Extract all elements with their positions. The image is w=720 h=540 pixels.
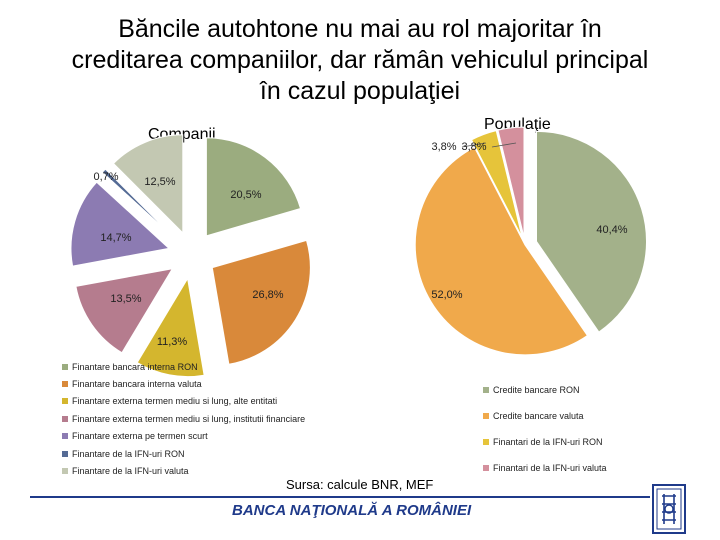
pie0-value-label-0: 20,5% (230, 189, 261, 201)
legend0-label-4: Finantare externa pe termen scurt (72, 431, 208, 442)
legend0-label-2: Finantare externa termen mediu si lung, … (72, 396, 278, 407)
legend1-item-2: Finantari de la IFN-uri RON (483, 429, 607, 455)
legend0-swatch-4 (62, 433, 68, 440)
title-line-1: Băncile autohtone nu mai au rol majorita… (118, 15, 602, 43)
legend0-swatch-6 (62, 468, 68, 475)
title-line-2: creditarea companiilor, dar rămân vehicu… (71, 46, 649, 74)
legend1-swatch-1 (483, 413, 489, 419)
legend0-item-2: Finantare externa termen mediu si lung, … (62, 393, 305, 410)
pie0-slice-0 (205, 137, 302, 237)
pie1-leader-line-3 (491, 142, 517, 148)
legend0-item-4: Finantare externa pe termen scurt (62, 428, 305, 445)
legend1-label-1: Credite bancare valuta (493, 411, 584, 421)
legend0-label-0: Finantare bancara interna RON (72, 361, 198, 372)
pie1-value-label-3: 3,8% (461, 141, 486, 153)
legend0-label-6: Finantare de la IFN-uri valuta (72, 466, 189, 477)
legend0-label-1: Finantare bancara interna valuta (72, 379, 202, 390)
legend1-item-1: Credite bancare valuta (483, 403, 607, 429)
legend0-label-3: Finantare externa termen mediu si lung, … (72, 413, 306, 424)
pie1-leader-line-2 (461, 142, 487, 148)
pie0-slice-6 (112, 134, 184, 235)
pie1-value-label-1: 52,0% (431, 289, 462, 301)
companii-legend: Finantare bancara interna RON Finantare b… (62, 358, 305, 480)
pie0-slice-1 (211, 239, 311, 365)
legend1-label-0: Credite bancare RON (493, 385, 580, 395)
legend0-item-6: Finantare de la IFN-uri valuta (62, 462, 305, 479)
pie1-slice-2 (470, 129, 523, 238)
legend1-label-2: Finantari de la IFN-uri RON (493, 437, 603, 447)
bank-name: BANCA NAŢIONALĂ A ROMÂNIEI (232, 502, 472, 519)
chart-title: Băncile autohtone nu mai au rol majorita… (0, 14, 720, 107)
legend1-swatch-2 (483, 439, 489, 445)
legend1-swatch-0 (483, 387, 489, 393)
pie1-slice-1 (414, 146, 589, 356)
pie0-slice-4 (70, 181, 170, 267)
pie1-slice-3 (497, 126, 525, 238)
title-line-3: în cazul populaţiei (259, 77, 461, 105)
populatie-legend: Credite bancare RON Credite bancare valut… (483, 377, 607, 481)
bnr-logo-icon (652, 484, 686, 534)
pie0-slice-2 (136, 277, 205, 378)
pie0-value-label-4: 14,7% (100, 232, 131, 244)
legend0-label-5: Finantare de la IFN-uri RON (72, 448, 185, 459)
pie1-slice-0 (536, 130, 648, 333)
pie0-value-label-6: 12,5% (144, 176, 175, 188)
legend1-item-3: Finantari de la IFN-uri valuta (483, 455, 607, 481)
pie0-value-label-5: 0,7% (93, 171, 118, 183)
pie0-slice-3 (75, 268, 174, 354)
pie0-slice-5 (101, 168, 176, 239)
pie0-value-label-2: 11,3% (157, 336, 188, 348)
pie1-value-label-2: 3,8% (431, 141, 456, 153)
legend1-swatch-3 (483, 465, 489, 471)
legend1-label-3: Finantari de la IFN-uri valuta (493, 463, 607, 473)
legend0-swatch-5 (62, 450, 68, 457)
legend0-item-0: Finantare bancara interna RON (62, 358, 305, 375)
legend0-swatch-0 (62, 363, 68, 370)
legend0-item-5: Finantare de la IFN-uri RON (62, 445, 305, 462)
legend1-item-0: Credite bancare RON (483, 377, 607, 403)
legend0-item-1: Finantare bancara interna valuta (62, 375, 305, 392)
footer-divider (30, 496, 650, 498)
pie0-value-label-3: 13,5% (110, 293, 141, 305)
pie1-value-label-0: 40,4% (596, 224, 627, 236)
legend0-item-3: Finantare externa termen mediu si lung, … (62, 410, 305, 427)
legend0-swatch-2 (62, 398, 68, 405)
populatie-chart-title: Populaţie (484, 116, 551, 133)
source-note: Sursa: calcule BNR, MEF (286, 477, 434, 492)
legend0-swatch-1 (62, 381, 68, 388)
pie0-value-label-1: 26,8% (252, 289, 283, 301)
legend0-swatch-3 (62, 415, 68, 422)
